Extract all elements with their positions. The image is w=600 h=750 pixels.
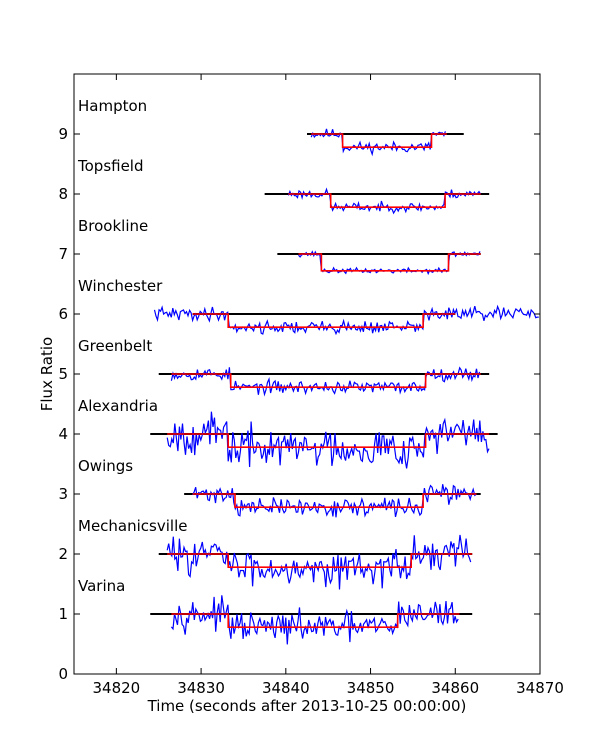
x-tick-label: 34860 — [431, 679, 479, 697]
station-mechanicsville — [158, 534, 473, 590]
y-tick-label: 3 — [58, 485, 68, 503]
x-tick-label: 34820 — [93, 679, 141, 697]
model-step-line — [311, 133, 447, 148]
observed-flux-line — [166, 534, 472, 590]
model-step-line — [167, 433, 490, 449]
station-winchester — [153, 304, 539, 336]
station-label: Owings — [78, 457, 133, 475]
y-tick-label: 8 — [58, 185, 68, 203]
y-tick-label: 2 — [58, 545, 68, 563]
x-tick-label: 34850 — [347, 679, 395, 697]
observed-flux-line — [287, 187, 482, 215]
observed-flux-line — [153, 304, 539, 336]
station-label: Topsfield — [77, 157, 144, 175]
y-tick-label: 9 — [58, 125, 68, 143]
station-brookline — [277, 250, 481, 276]
station-label: Greenbelt — [78, 337, 152, 355]
model-step-line — [192, 313, 456, 329]
station-label: Brookline — [78, 217, 148, 235]
x-axis: 34820 34830 34840 34850 34860 34870 — [93, 74, 564, 697]
station-label: Varina — [78, 577, 125, 595]
y-tick-label: 5 — [58, 365, 68, 383]
model-step-line — [171, 373, 481, 389]
observed-flux-line — [310, 128, 446, 157]
station-alexandria — [150, 411, 498, 469]
observed-flux-line — [192, 484, 477, 518]
station-label: Mechanicsville — [78, 517, 187, 535]
station-varina — [150, 595, 473, 645]
y-tick-label: 6 — [58, 305, 68, 323]
model-step-line — [192, 493, 477, 509]
plot-area — [150, 128, 539, 645]
x-tick-label: 34840 — [262, 679, 310, 697]
observed-flux-line — [166, 411, 490, 469]
station-label: Alexandria — [78, 397, 158, 415]
station-label: Winchester — [78, 277, 163, 295]
model-step-line — [167, 553, 473, 569]
station-owings — [184, 484, 481, 518]
station-hampton — [307, 128, 464, 157]
x-tick-label: 34870 — [516, 679, 564, 697]
station-greenbelt — [158, 366, 490, 397]
y-tick-label: 7 — [58, 245, 68, 263]
model-step-line — [298, 253, 481, 272]
station-labels: Hampton Topsfield Brookline Winchester Green… — [77, 97, 187, 595]
observed-flux-line — [170, 366, 481, 397]
x-axis-label: Time (seconds after 2013-10-25 00:00:00) — [147, 697, 467, 715]
model-step-line — [171, 613, 460, 629]
station-topsfield — [264, 187, 490, 215]
y-tick-label: 4 — [58, 425, 68, 443]
y-tick-label: 1 — [58, 605, 68, 623]
station-label: Hampton — [78, 97, 147, 115]
y-axis: 0 1 2 3 4 5 6 7 8 9 — [58, 125, 540, 683]
y-axis-label: Flux Ratio — [38, 337, 56, 411]
x-tick-label: 34830 — [177, 679, 225, 697]
y-tick-label: 0 — [58, 665, 68, 683]
observed-flux-line — [170, 595, 459, 645]
model-step-line — [288, 193, 481, 208]
